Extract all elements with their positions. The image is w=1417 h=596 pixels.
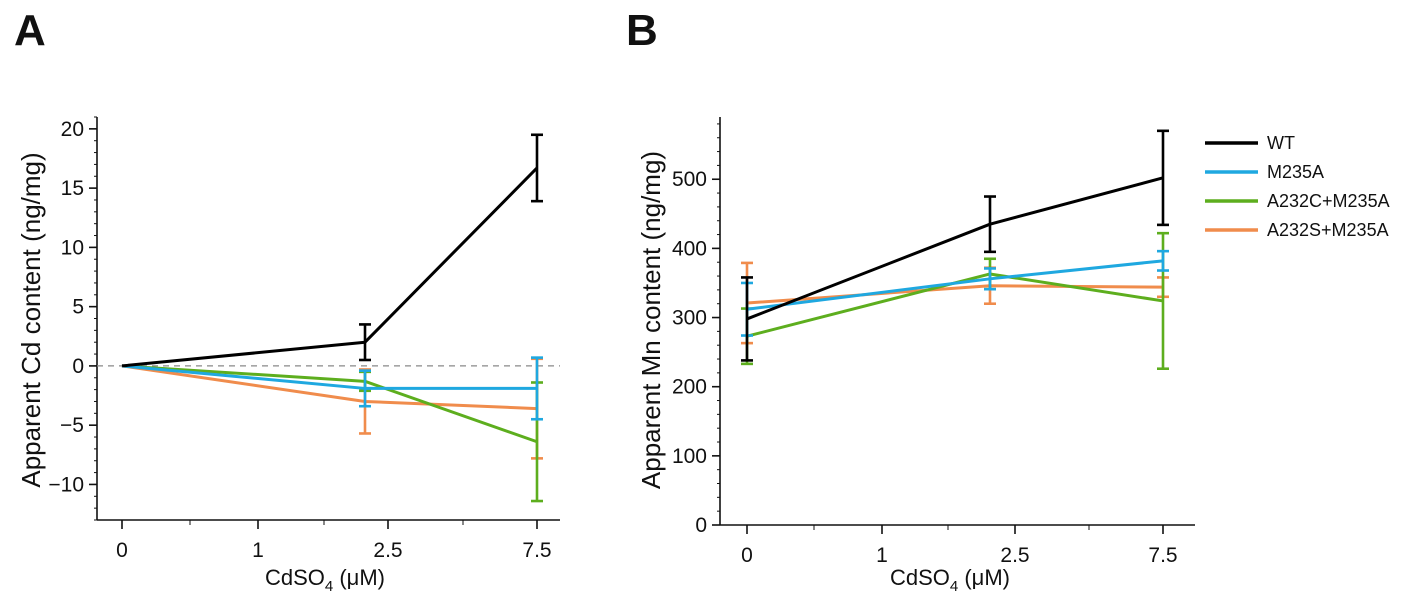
x-tick-label: 0 [741,544,753,567]
panel-b-y-axis-title: Apparent Mn content (ng/mg) [636,151,666,489]
panel-b-axes: 0 100 200 300 400 500 0 1 2.5 7.5 [672,117,1195,567]
panel-b-x-title-tail: (μM) [958,565,1010,590]
series-line-m235a [746,259,1164,311]
legend-label: WT [1267,133,1295,153]
legend-item-a232c-m235a: A232C+M235A [1205,191,1390,211]
series-line-a232c-m235a [121,364,538,444]
x-tick-label: 2.5 [373,539,402,562]
y-tick-label: 400 [672,237,707,260]
panel-b-x-title-sub: 4 [950,578,958,595]
y-tick-label: −10 [48,473,84,496]
panel-b-series [741,129,1169,371]
x-tick-label: 0 [116,539,128,562]
panel-a-x-title-tail: (μM) [333,565,385,590]
series-m235a [121,356,543,421]
panel-b-x-axis-title: CdSO4 (μM) [890,565,1010,595]
panel-b-letter: B [626,6,658,55]
x-tick-label: 7.5 [522,539,551,562]
legend-label: M235A [1267,162,1324,182]
series-wt [741,129,1169,362]
x-tick-label: 1 [252,539,264,562]
y-tick-label: 15 [61,177,84,200]
y-tick-label: 10 [61,236,84,259]
y-tick-label: 0 [695,514,707,537]
legend-label: A232S+M235A [1267,220,1389,240]
x-tick-label: 2.5 [1000,544,1029,567]
y-tick-label: 200 [672,376,707,399]
y-tick-label: 20 [61,118,84,141]
y-tick-label: 0 [72,355,84,378]
panel-b: B 0 100 200 300 400 500 0 1 2.5 7.5 Apparent Mn c… [626,6,1390,595]
series-line-wt [121,166,539,368]
legend-item-wt: WT [1205,133,1295,153]
panel-a-x-title-sub: 4 [325,578,333,595]
y-tick-label: −5 [60,414,84,437]
panel-b-x-title-base: CdSO [890,565,950,590]
x-tick-label: 1 [876,544,888,567]
x-tick-label: 7.5 [1148,544,1177,567]
legend-item-a232s-m235a: A232S+M235A [1205,220,1389,240]
series-a232s-m235a [121,357,543,460]
panel-a-axes: −10 −5 0 5 10 15 20 0 1 2.5 7.5 [48,116,560,562]
y-tick-label: 5 [72,296,84,319]
panel-a-x-axis-title: CdSO4 (μM) [265,565,385,595]
panel-a-x-title-base: CdSO [265,565,325,590]
panel-b-legend: WT M235A A232C+M235A A232S+M235A [1205,133,1390,240]
y-tick-label: 500 [672,168,707,191]
panel-a-letter: A [14,6,46,55]
y-tick-label: 100 [672,445,707,468]
panel-a-y-axis-title: Apparent Cd content (ng/mg) [16,152,46,487]
legend-item-m235a: M235A [1205,162,1324,182]
series-wt [121,133,543,368]
panel-a: A −10 −5 0 5 10 15 20 0 1 2.5 7.5 Apparent Cd cont… [14,6,560,595]
legend-label: A232C+M235A [1267,191,1390,211]
panel-a-series [121,133,543,503]
y-tick-label: 300 [672,307,707,330]
